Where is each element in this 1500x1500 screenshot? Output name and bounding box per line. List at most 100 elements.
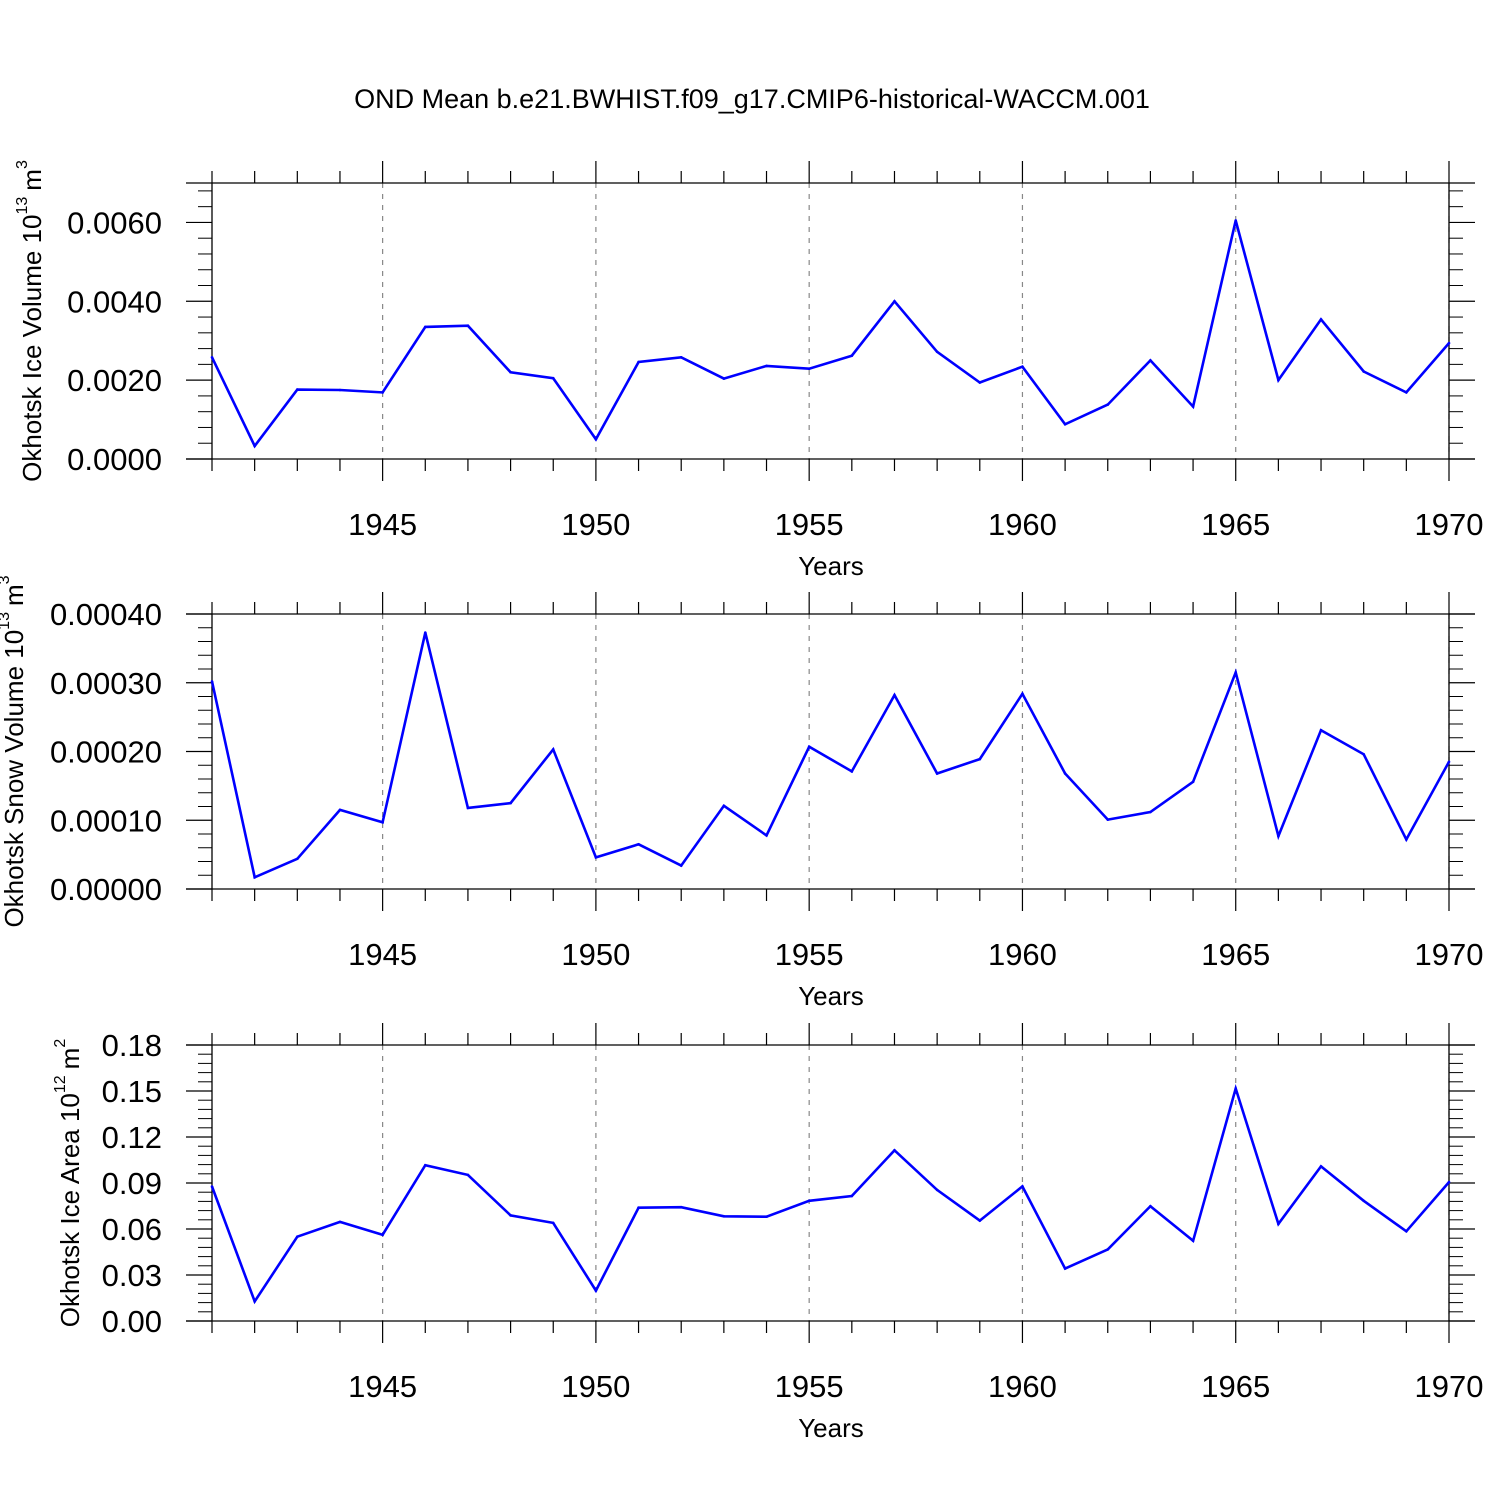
data-point bbox=[978, 757, 982, 761]
y-axis-title-exponent: 12 bbox=[52, 1075, 69, 1093]
data-point bbox=[338, 388, 342, 392]
y-axis-title-text: Okhotsk Snow Volume 10 bbox=[0, 630, 29, 928]
data-point bbox=[978, 381, 982, 384]
data-point bbox=[679, 864, 683, 867]
y-tick-label: 0.09 bbox=[102, 1166, 162, 1201]
data-point bbox=[551, 1221, 555, 1225]
data-point bbox=[1319, 318, 1323, 321]
y-tick-label: 0.00010 bbox=[50, 803, 162, 838]
y-tick-label: 0.06 bbox=[102, 1212, 162, 1247]
data-point bbox=[210, 355, 214, 359]
y-tick-label: 0.00040 bbox=[50, 597, 162, 632]
x-axis-title: Years bbox=[798, 981, 864, 1011]
data-point bbox=[509, 1214, 512, 1217]
x-tick-label: 1960 bbox=[988, 507, 1057, 542]
data-point bbox=[210, 680, 214, 683]
data-point bbox=[1405, 1230, 1408, 1233]
data-point bbox=[637, 360, 640, 364]
y-axis-title-unit-exponent: 3 bbox=[0, 575, 13, 584]
x-tick-label: 1970 bbox=[1415, 937, 1484, 972]
data-point bbox=[1063, 1267, 1067, 1270]
data-point bbox=[1362, 370, 1365, 373]
x-tick-label: 1965 bbox=[1201, 1369, 1270, 1404]
y-axis-title-exponent: 13 bbox=[0, 612, 13, 630]
data-point bbox=[1277, 1222, 1280, 1226]
x-tick-label: 1950 bbox=[561, 1369, 630, 1404]
series-line bbox=[210, 632, 1451, 880]
y-axis-title-exponent: 13 bbox=[14, 197, 31, 215]
data-point bbox=[637, 843, 640, 846]
data-point bbox=[253, 444, 256, 448]
data-point bbox=[296, 388, 299, 391]
data-point bbox=[1106, 403, 1110, 406]
data-point bbox=[722, 377, 726, 380]
data-point bbox=[765, 1215, 768, 1219]
x-axis-title: Years bbox=[798, 551, 864, 581]
y-tick-label: 0.00000 bbox=[50, 872, 162, 907]
data-point bbox=[637, 1206, 640, 1209]
data-point bbox=[850, 770, 854, 773]
y-tick-label: 0.00030 bbox=[50, 666, 162, 701]
data-point bbox=[850, 1194, 854, 1198]
x-tick-label: 1965 bbox=[1201, 507, 1270, 542]
y-axis-title: Okhotsk Ice Volume 1013 m3 bbox=[14, 160, 48, 482]
series-line bbox=[210, 220, 1450, 449]
data-point bbox=[978, 1219, 982, 1222]
y-axis-title: Okhotsk Ice Area 1012 m2 bbox=[52, 1039, 86, 1328]
data-point bbox=[296, 1235, 299, 1238]
data-point bbox=[1063, 772, 1067, 775]
y-tick-label: 0.0000 bbox=[67, 442, 162, 477]
data-point bbox=[210, 1185, 214, 1188]
y-axis-title-unit-exponent: 2 bbox=[52, 1039, 69, 1048]
data-point bbox=[1447, 341, 1451, 345]
x-tick-label: 1945 bbox=[348, 1369, 417, 1404]
data-point bbox=[935, 772, 939, 775]
y-tick-label: 0.12 bbox=[102, 1120, 162, 1155]
x-tick-label: 1960 bbox=[988, 1369, 1057, 1404]
y-tick-label: 0.18 bbox=[102, 1028, 162, 1063]
data-point bbox=[893, 693, 896, 697]
data-point bbox=[1149, 810, 1152, 814]
data-point bbox=[893, 299, 896, 303]
data-point bbox=[253, 1300, 256, 1303]
x-tick-label: 1950 bbox=[561, 507, 630, 542]
data-point bbox=[509, 370, 512, 374]
data-point bbox=[1447, 1180, 1451, 1184]
y-axis-title-unit: m bbox=[17, 169, 47, 191]
data-point bbox=[551, 748, 555, 751]
data-point bbox=[1447, 760, 1451, 764]
x-axis-title: Years bbox=[798, 1413, 864, 1443]
y-tick-label: 0.0040 bbox=[67, 284, 162, 319]
data-point bbox=[765, 834, 768, 837]
y-axis-title-unit: m bbox=[0, 584, 29, 606]
data-point bbox=[807, 745, 811, 748]
data-point bbox=[1405, 391, 1408, 394]
data-point bbox=[1149, 1204, 1152, 1208]
x-tick-label: 1955 bbox=[775, 1369, 844, 1404]
y-axis-title-unit: m bbox=[55, 1048, 85, 1070]
data-point bbox=[1106, 1248, 1110, 1251]
y-tick-label: 0.0020 bbox=[67, 363, 162, 398]
x-tick-label: 1945 bbox=[348, 937, 417, 972]
data-point bbox=[722, 1214, 726, 1218]
data-point bbox=[1234, 219, 1238, 222]
data-point bbox=[935, 350, 939, 354]
data-point bbox=[1021, 365, 1024, 369]
data-point bbox=[1149, 359, 1152, 362]
data-point bbox=[1362, 752, 1365, 756]
data-point bbox=[935, 1188, 939, 1192]
data-point bbox=[1191, 780, 1195, 784]
data-point bbox=[1277, 834, 1280, 838]
data-point bbox=[1191, 405, 1195, 408]
data-point bbox=[1063, 423, 1067, 426]
data-point bbox=[338, 1220, 342, 1224]
y-axis-title: Okhotsk Snow Volume 1013 m3 bbox=[0, 575, 29, 927]
y-tick-label: 0.00 bbox=[102, 1304, 162, 1339]
data-point bbox=[679, 1205, 683, 1209]
data-point bbox=[1277, 378, 1280, 382]
y-axis-title-text: Okhotsk Ice Volume 10 bbox=[17, 215, 47, 482]
chart-panel-3: 1945 1950 1955 1960 1965 1970 0.00 0.03 0.06 0.09… bbox=[52, 1023, 1483, 1443]
data-point bbox=[509, 801, 512, 805]
